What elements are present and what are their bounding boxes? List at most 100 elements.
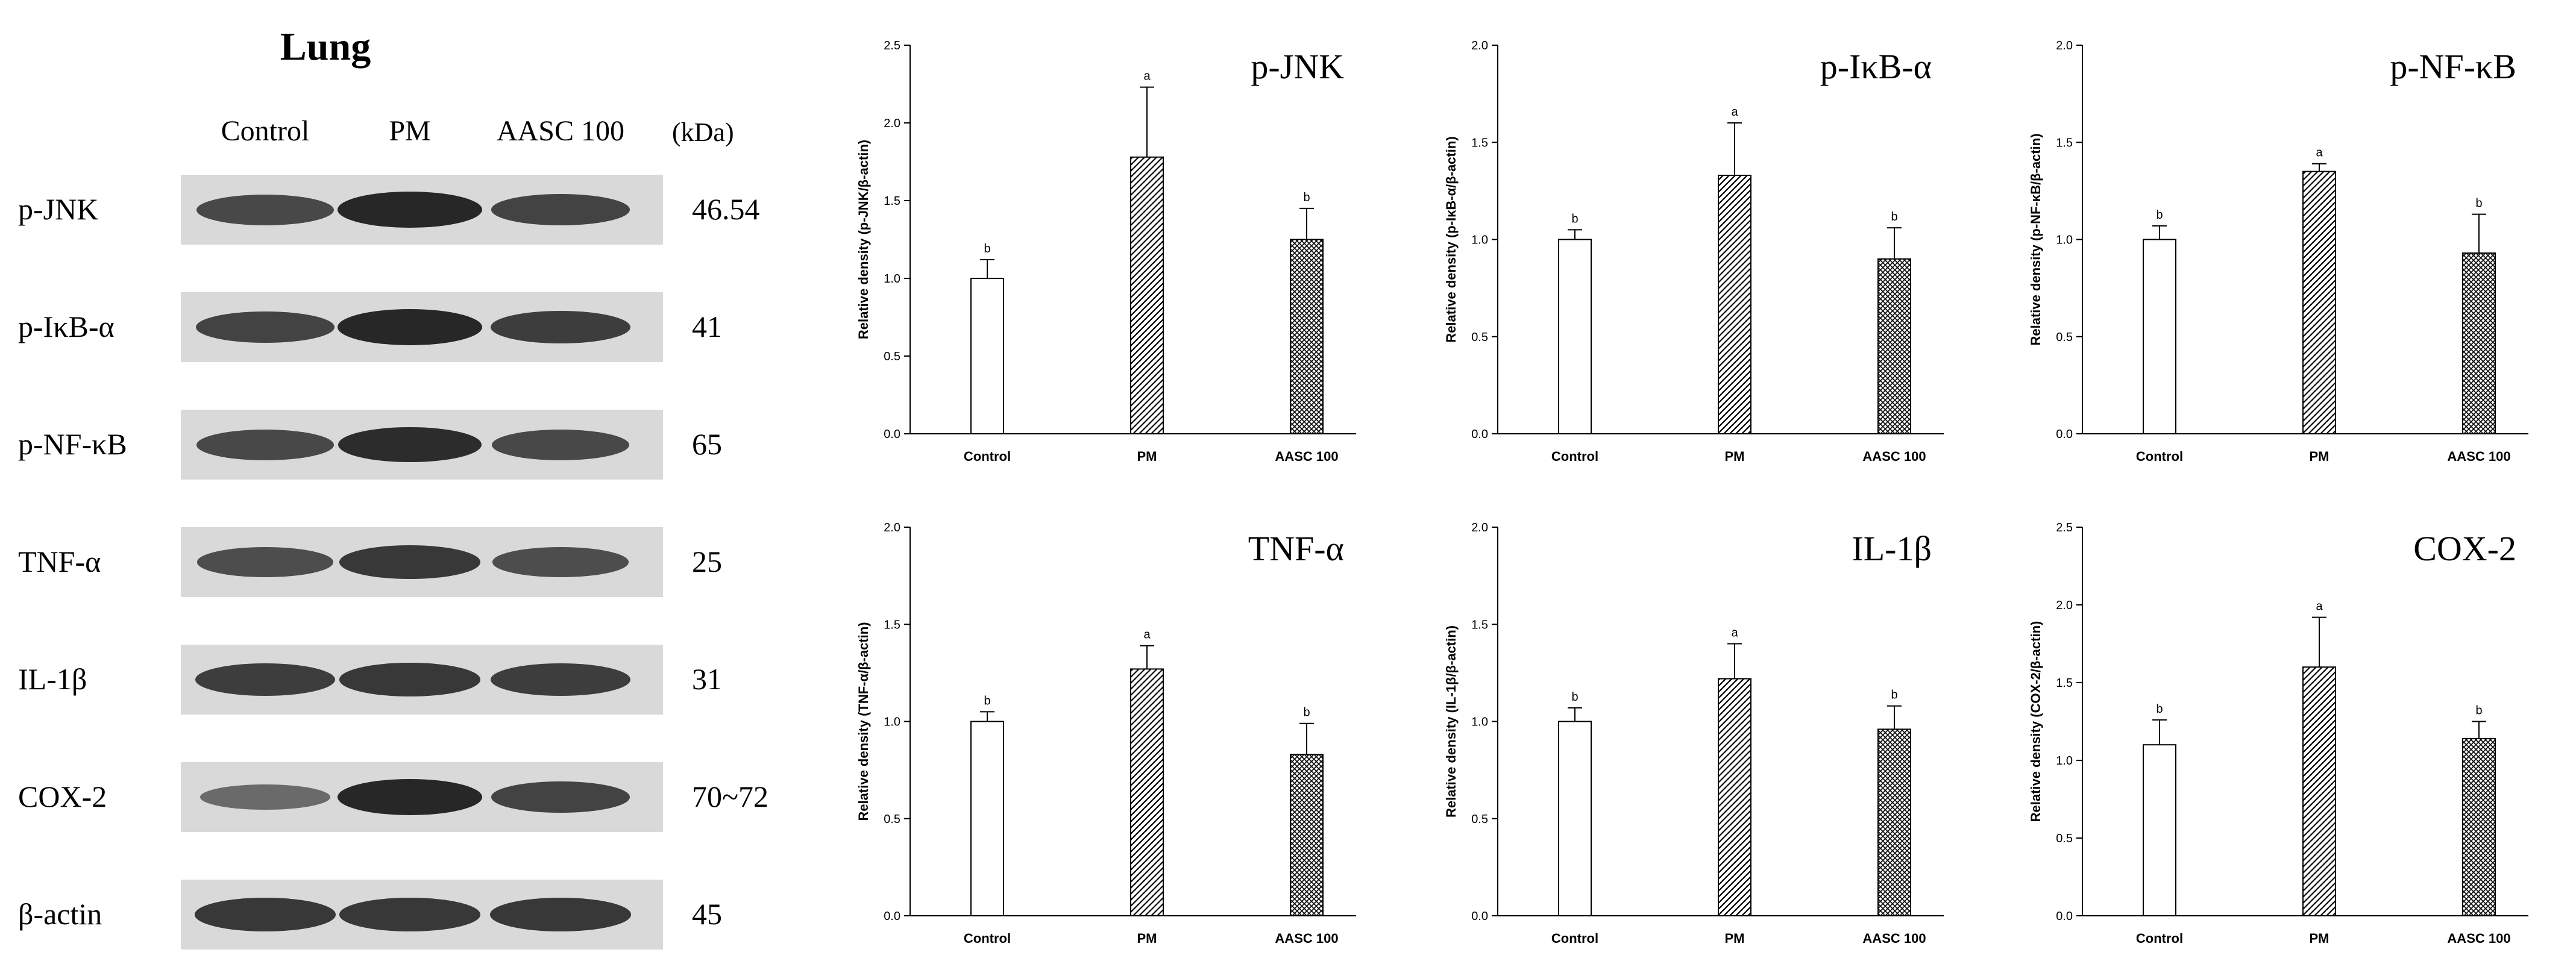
bar: [1877, 258, 1911, 434]
western-blot-panel: Lung Control PM AASC 100 (kDa) p-JNK 46.5…: [0, 0, 802, 970]
significance-letter: a: [2316, 146, 2323, 160]
blot-row: TNF-α 25: [0, 527, 802, 597]
blot-row-label: p-JNK: [18, 192, 99, 226]
blot-row: p-IκB-α 41: [0, 292, 802, 362]
blot-band: [196, 194, 334, 225]
bar: [1558, 239, 1592, 434]
y-tick-label: 1.0: [1471, 716, 1488, 729]
y-tick-label: 0.0: [1471, 428, 1488, 441]
chart-title: p-NF-κB: [2390, 47, 2516, 86]
x-tick-label: Control: [2136, 931, 2183, 946]
bar: [1130, 668, 1164, 917]
significance-letter: b: [2156, 208, 2163, 222]
bar: [1558, 721, 1592, 916]
y-tick-label: 0.5: [1471, 331, 1488, 344]
y-tick-label: 1.5: [1471, 618, 1488, 631]
x-tick-label: PM: [1137, 931, 1157, 946]
blot-strip: [181, 762, 663, 832]
blot-row-label: COX-2: [18, 780, 107, 813]
x-tick-label: Control: [1551, 449, 1598, 464]
y-tick-label: 0.0: [2056, 910, 2073, 923]
y-tick-label: 1.5: [1471, 136, 1488, 149]
blot-band: [197, 547, 333, 577]
bar: [2143, 744, 2176, 916]
significance-letter: a: [1143, 70, 1151, 83]
blot-band: [492, 547, 629, 577]
x-tick-label: AASC 100: [1275, 449, 1338, 464]
blot-band: [491, 311, 630, 343]
x-tick-label: PM: [1725, 449, 1745, 464]
blot-row: IL-1β 31: [0, 645, 802, 715]
y-axis-label: Relative density (TNF-α/β-actin): [856, 622, 871, 821]
y-tick-label: 2.0: [2056, 599, 2073, 612]
blot-row: COX-2 70~72: [0, 762, 802, 832]
bar: [1877, 728, 1911, 917]
blot-band: [195, 898, 336, 931]
blot-row-label: TNF-α: [18, 545, 101, 578]
blot-kda-value: 45: [692, 897, 722, 931]
chart-title: IL-1β: [1852, 529, 1932, 568]
significance-letter: b: [984, 242, 990, 255]
bar: [2302, 666, 2336, 916]
significance-letter: b: [1891, 210, 1897, 224]
blot-strip: [181, 527, 663, 597]
x-tick-label: PM: [2310, 449, 2329, 464]
significance-letter: a: [2316, 600, 2323, 613]
bar: [970, 721, 1004, 916]
y-axis-label: Relative density (COX-2/β-actin): [2028, 621, 2043, 822]
lane-header-pm: PM: [389, 115, 431, 147]
x-tick-label: PM: [2310, 931, 2329, 946]
bar: [1290, 239, 1324, 434]
x-tick-label: Control: [964, 449, 1011, 464]
x-tick-label: AASC 100: [2447, 449, 2510, 464]
bar: [2302, 171, 2336, 434]
blot-strip: [181, 645, 663, 715]
blot-kda-value: 41: [692, 310, 722, 343]
bar: [2143, 239, 2176, 434]
y-tick-label: 0.5: [884, 813, 900, 826]
y-axis-label: Relative density (IL-1β/β-actin): [1444, 625, 1459, 818]
blot-row-label: p-IκB-α: [18, 310, 115, 343]
blot-band: [196, 429, 334, 460]
significance-letter: b: [1891, 689, 1897, 702]
blot-band: [338, 309, 482, 345]
x-tick-label: Control: [964, 931, 1011, 946]
blot-kda-value: 31: [692, 662, 722, 696]
x-tick-label: PM: [1137, 449, 1157, 464]
y-axis-label: Relative density (p-NF-κB/β-actin): [2028, 133, 2043, 345]
blot-row-label: p-NF-κB: [18, 427, 127, 461]
x-tick-label: Control: [1551, 931, 1598, 946]
x-tick-label: AASC 100: [1862, 449, 1926, 464]
y-tick-label: 2.0: [884, 117, 900, 130]
y-tick-label: 1.5: [884, 195, 900, 208]
blot-band: [338, 192, 482, 228]
bar: [2462, 252, 2496, 434]
y-tick-label: 1.0: [884, 716, 900, 729]
significance-letter: b: [984, 694, 990, 707]
blot-band: [196, 311, 335, 343]
y-tick-label: 2.0: [1471, 521, 1488, 534]
blot-strip: [181, 292, 663, 362]
y-tick-label: 0.0: [2056, 428, 2073, 441]
y-tick-label: 0.0: [884, 428, 900, 441]
kda-header: (kDa): [672, 117, 734, 147]
x-tick-label: AASC 100: [2447, 931, 2510, 946]
y-tick-label: 2.5: [2056, 521, 2073, 534]
y-tick-label: 2.5: [884, 39, 900, 52]
y-axis-label: Relative density (p-IκB-α/β-actin): [1444, 136, 1459, 342]
chart-title: p-JNK: [1251, 47, 1344, 86]
blot-band: [339, 898, 480, 931]
lane-header-aasc: AASC 100: [496, 115, 625, 147]
blot-strip: [181, 175, 663, 245]
bar: [1130, 156, 1164, 434]
blot-strip: [181, 880, 663, 950]
blot-band: [195, 663, 335, 696]
bar: [1718, 678, 1751, 917]
y-tick-label: 1.0: [2056, 754, 2073, 768]
bar: [1290, 754, 1324, 916]
chart-title: TNF-α: [1248, 529, 1344, 568]
significance-letter: b: [2475, 704, 2482, 718]
blot-kda-value: 70~72: [692, 780, 769, 813]
x-tick-label: Control: [2136, 449, 2183, 464]
bar: [970, 278, 1004, 434]
